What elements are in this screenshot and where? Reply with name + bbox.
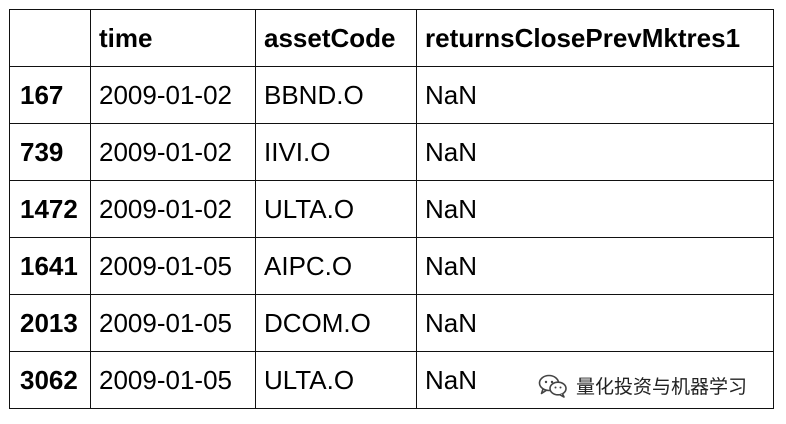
cell-assetcode: IIVI.O [255, 123, 417, 181]
dataframe-table: time assetCode returnsClosePrevMktres1 1… [9, 9, 774, 409]
column-header-time: time [90, 9, 256, 67]
header-row: time assetCode returnsClosePrevMktres1 [9, 9, 774, 67]
cell-returns: NaN [416, 66, 774, 124]
table-row: 739 2009-01-02 IIVI.O NaN [9, 123, 774, 181]
cell-returns: NaN [416, 294, 774, 352]
cell-time: 2009-01-02 [90, 123, 256, 181]
cell-time: 2009-01-02 [90, 66, 256, 124]
cell-time: 2009-01-02 [90, 180, 256, 238]
table-row: 1472 2009-01-02 ULTA.O NaN [9, 180, 774, 238]
column-header-assetcode: assetCode [255, 9, 417, 67]
row-index: 1472 [9, 180, 91, 238]
row-index: 2013 [9, 294, 91, 352]
cell-returns: NaN [416, 180, 774, 238]
cell-assetcode: AIPC.O [255, 237, 417, 295]
row-index: 1641 [9, 237, 91, 295]
cell-time: 2009-01-05 [90, 351, 256, 409]
index-header [9, 9, 91, 67]
watermark-text: 量化投资与机器学习 [576, 376, 748, 398]
wechat-icon [538, 374, 568, 398]
column-header-returns: returnsClosePrevMktres1 [416, 9, 774, 67]
cell-assetcode: ULTA.O [255, 351, 417, 409]
cell-returns: NaN [416, 123, 774, 181]
cell-returns: NaN [416, 237, 774, 295]
row-index: 739 [9, 123, 91, 181]
cell-assetcode: ULTA.O [255, 180, 417, 238]
row-index: 3062 [9, 351, 91, 409]
table-row: 2013 2009-01-05 DCOM.O NaN [9, 294, 774, 352]
row-index: 167 [9, 66, 91, 124]
wechat-watermark: 量化投资与机器学习 [532, 370, 754, 401]
table-row: 1641 2009-01-05 AIPC.O NaN [9, 237, 774, 295]
table-row: 167 2009-01-02 BBND.O NaN [9, 66, 774, 124]
cell-assetcode: BBND.O [255, 66, 417, 124]
cell-time: 2009-01-05 [90, 294, 256, 352]
cell-time: 2009-01-05 [90, 237, 256, 295]
cell-assetcode: DCOM.O [255, 294, 417, 352]
